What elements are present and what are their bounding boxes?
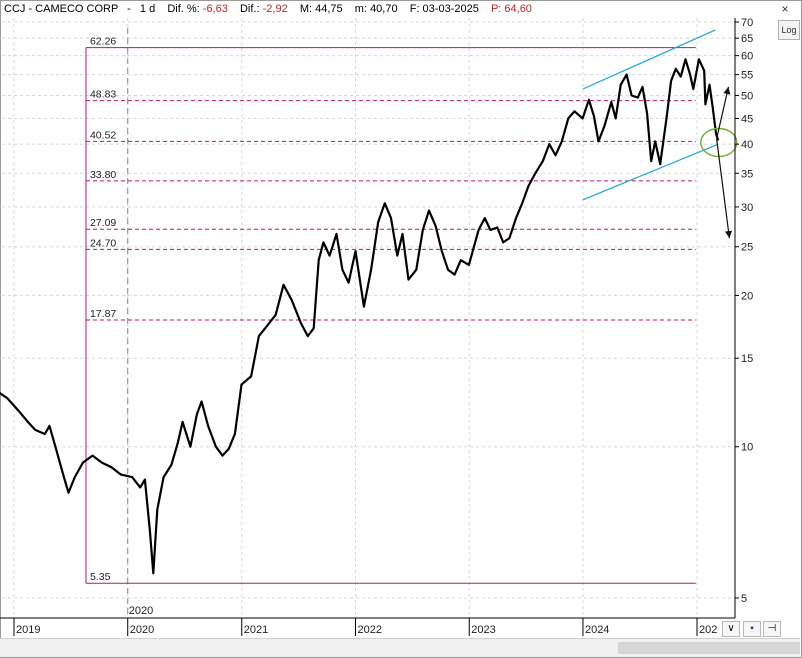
x-tick-label: 2023 (471, 624, 495, 636)
dif-pct-value: -6,63 (202, 3, 228, 15)
fib-level-label: 27.09 (90, 217, 116, 229)
channel-lower-line (582, 143, 719, 201)
chevron-down-icon[interactable]: ∨ (722, 621, 740, 637)
fib-level-label: 62.26 (90, 36, 116, 48)
y-tick-label: 25 (741, 242, 753, 254)
y-tick-label: 10 (741, 442, 753, 454)
timeframe-label[interactable]: 1 d (139, 3, 156, 15)
ticker-label: CCJ - CAMECO CORP (4, 3, 119, 15)
x-tick-label: 2021 (244, 624, 268, 636)
bearish-arrow (716, 138, 733, 239)
fib-level-label: 40.52 (90, 129, 116, 141)
fib-level-label: 48.83 (90, 89, 116, 101)
y-tick-label: 50 (741, 90, 753, 102)
dif-pct-label: Dif. %: (167, 3, 200, 15)
max-label: M: (299, 3, 313, 15)
fib-level-label: 24.70 (90, 237, 116, 249)
max-value: 44,75 (315, 3, 343, 15)
period-marker-label: 2020 (129, 605, 153, 617)
chart-header: CCJ - CAMECO CORP - 1 d Dif. %: -6,63 Di… (4, 3, 532, 15)
channel-upper-line (582, 29, 716, 90)
y-tick-label: 30 (741, 202, 753, 214)
y-tick-label: 45 (741, 113, 753, 125)
price-series-line (0, 58, 720, 575)
y-tick-label: 55 (741, 70, 753, 82)
y-tick-label: 60 (741, 51, 753, 63)
y-tick-label: 15 (741, 353, 753, 365)
y-tick-label: 70 (741, 17, 753, 29)
x-tick-label: 2024 (585, 624, 609, 636)
close-button[interactable]: × (781, 2, 789, 16)
y-tick-label: 35 (741, 168, 753, 180)
bullish-arrow (716, 86, 731, 139)
min-label: m: (354, 3, 367, 15)
fib-level-label: 17.87 (90, 308, 116, 320)
pin-icon[interactable]: ⊣ (763, 621, 781, 637)
min-value: 40,70 (370, 3, 398, 15)
x-tick-label: 2022 (358, 624, 382, 636)
save-icon[interactable]: ▪ (743, 621, 761, 637)
scrollbar-thumb[interactable] (618, 642, 800, 654)
x-tick-label: 2020 (130, 624, 154, 636)
x-tick-label: 202 (699, 624, 717, 636)
dif-label: Dif.: (239, 3, 260, 15)
y-tick-label: 20 (741, 290, 753, 302)
y-tick-label: 40 (741, 139, 753, 151)
dif-value: -2,92 (262, 3, 288, 15)
date-label: F: 03-03-2025 (409, 3, 479, 15)
fib-level-label: 5.35 (90, 571, 111, 583)
fib-level-label: 33.80 (90, 169, 116, 181)
y-tick-label: 5 (741, 593, 747, 605)
y-tick-label: 65 (741, 33, 753, 45)
x-tick-label: 2019 (16, 624, 40, 636)
log-scale-button[interactable]: Log (778, 20, 800, 40)
horizontal-scrollbar[interactable] (0, 638, 800, 657)
price-label: P: 64,60 (490, 3, 532, 15)
header-separator: - (127, 3, 131, 15)
